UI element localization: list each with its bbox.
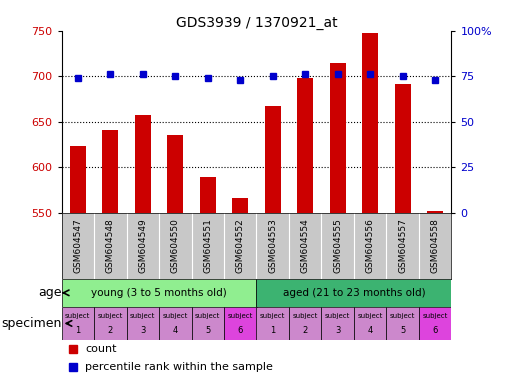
Bar (329, 63, 346, 213)
Text: GSM604550: GSM604550 (171, 218, 180, 273)
Text: aged (21 to 23 months old): aged (21 to 23 months old) (283, 288, 425, 298)
Bar (70, 146, 86, 213)
Text: 1: 1 (270, 326, 275, 335)
Bar (159, 307, 191, 340)
Text: GSM604557: GSM604557 (398, 218, 407, 273)
Text: subject: subject (228, 313, 253, 319)
Bar (394, 84, 411, 213)
Text: GSM604548: GSM604548 (106, 218, 115, 273)
Text: count: count (85, 344, 116, 354)
Bar (419, 307, 451, 340)
Text: subject: subject (260, 313, 285, 319)
Text: GSM604555: GSM604555 (333, 218, 342, 273)
Text: subject: subject (292, 313, 318, 319)
Text: 5: 5 (205, 326, 210, 335)
Bar (200, 177, 216, 213)
Bar (94, 307, 127, 340)
Text: 4: 4 (368, 326, 373, 335)
Text: GSM604549: GSM604549 (139, 218, 147, 273)
Text: subject: subject (423, 313, 448, 319)
Bar (134, 115, 151, 213)
Bar (289, 307, 322, 340)
Text: subject: subject (390, 313, 416, 319)
Text: 4: 4 (173, 326, 178, 335)
Text: 2: 2 (303, 326, 308, 335)
Bar (191, 307, 224, 340)
Text: 6: 6 (432, 326, 438, 335)
Text: GSM604554: GSM604554 (301, 218, 310, 273)
Text: age: age (38, 286, 62, 299)
Bar (322, 307, 354, 340)
Text: GSM604556: GSM604556 (366, 218, 374, 273)
Bar (224, 307, 256, 340)
Text: subject: subject (65, 313, 90, 319)
Text: subject: subject (195, 313, 221, 319)
Text: 5: 5 (400, 326, 405, 335)
Bar (232, 198, 248, 213)
Bar (167, 135, 183, 213)
Text: subject: subject (130, 313, 155, 319)
Text: GSM604558: GSM604558 (431, 218, 440, 273)
Text: GSM604553: GSM604553 (268, 218, 277, 273)
Bar (362, 33, 378, 213)
Text: subject: subject (325, 313, 350, 319)
Text: GSM604552: GSM604552 (236, 218, 245, 273)
Text: GSM604547: GSM604547 (73, 218, 82, 273)
Bar (354, 307, 386, 340)
Bar (386, 307, 419, 340)
Bar (62, 279, 256, 307)
Bar (297, 78, 313, 213)
Text: young (3 to 5 months old): young (3 to 5 months old) (91, 288, 227, 298)
Bar (256, 279, 451, 307)
Bar (62, 307, 94, 340)
Bar (265, 106, 281, 213)
Text: GSM604551: GSM604551 (203, 218, 212, 273)
Text: specimen: specimen (1, 317, 62, 330)
Text: subject: subject (97, 313, 123, 319)
Text: 6: 6 (238, 326, 243, 335)
Text: subject: subject (163, 313, 188, 319)
Text: percentile rank within the sample: percentile rank within the sample (85, 362, 273, 372)
Bar (127, 307, 159, 340)
Text: subject: subject (358, 313, 383, 319)
Text: 3: 3 (140, 326, 146, 335)
Bar (102, 130, 119, 213)
Text: 1: 1 (75, 326, 81, 335)
Bar (427, 211, 443, 213)
Bar (256, 307, 289, 340)
Text: 2: 2 (108, 326, 113, 335)
Title: GDS3939 / 1370921_at: GDS3939 / 1370921_at (175, 16, 338, 30)
Text: 3: 3 (335, 326, 341, 335)
